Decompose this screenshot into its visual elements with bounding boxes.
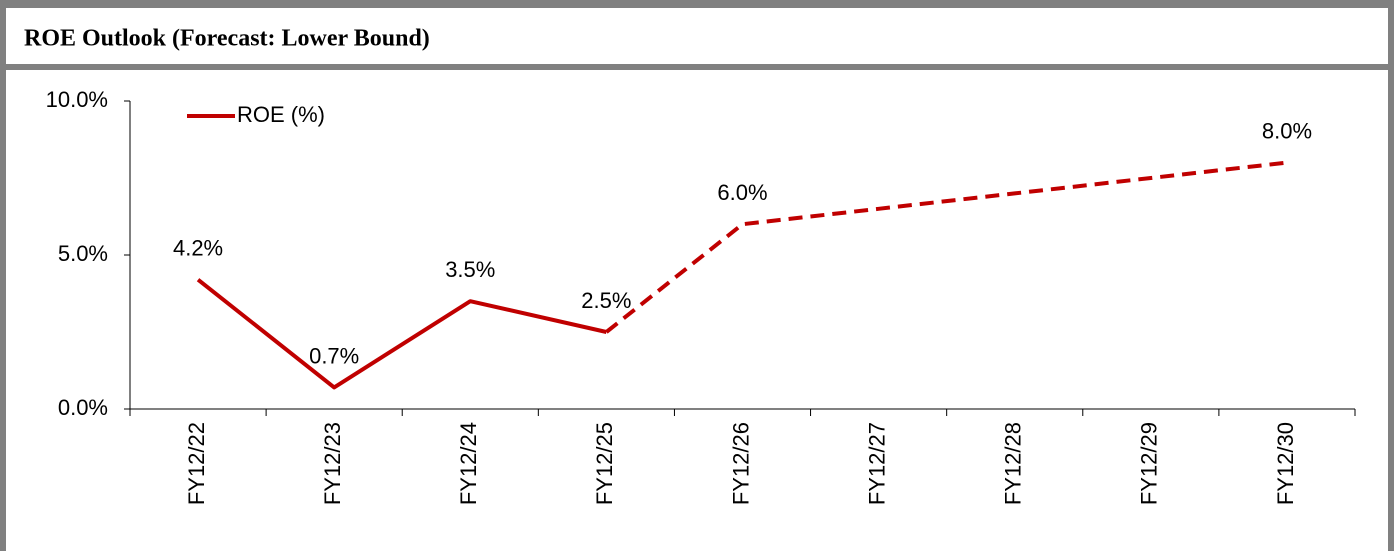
chart-title: ROE Outlook (Forecast: Lower Bound) — [24, 26, 430, 52]
x-tick-label: FY12/24 — [456, 422, 481, 505]
y-tick-label: 10.0% — [46, 87, 108, 112]
data-label: 3.5% — [445, 257, 495, 282]
x-tick-label: FY12/29 — [1137, 422, 1162, 505]
y-tick-label: 5.0% — [58, 241, 108, 266]
x-tick-label: FY12/30 — [1273, 422, 1298, 505]
frame-left — [0, 0, 6, 551]
x-tick-label: FY12/23 — [320, 422, 345, 505]
data-label: 2.5% — [581, 288, 631, 313]
data-label: 0.7% — [309, 343, 359, 368]
data-label: 8.0% — [1262, 118, 1312, 143]
legend-label: ROE (%) — [237, 102, 325, 127]
x-tick-label: FY12/22 — [184, 422, 209, 505]
data-label: 4.2% — [173, 235, 223, 260]
frame-right — [1388, 0, 1394, 551]
forecast-line — [605, 160, 1288, 334]
y-tick-label: 0.0% — [58, 395, 108, 420]
data-label: 6.0% — [717, 180, 767, 205]
x-tick-label: FY12/26 — [728, 422, 753, 505]
x-tick-label: FY12/27 — [864, 422, 889, 505]
title-divider — [0, 64, 1394, 70]
frame-top — [0, 0, 1394, 8]
x-tick-label: FY12/28 — [1001, 422, 1026, 505]
x-tick-label: FY12/25 — [592, 422, 617, 505]
line — [196, 278, 607, 390]
